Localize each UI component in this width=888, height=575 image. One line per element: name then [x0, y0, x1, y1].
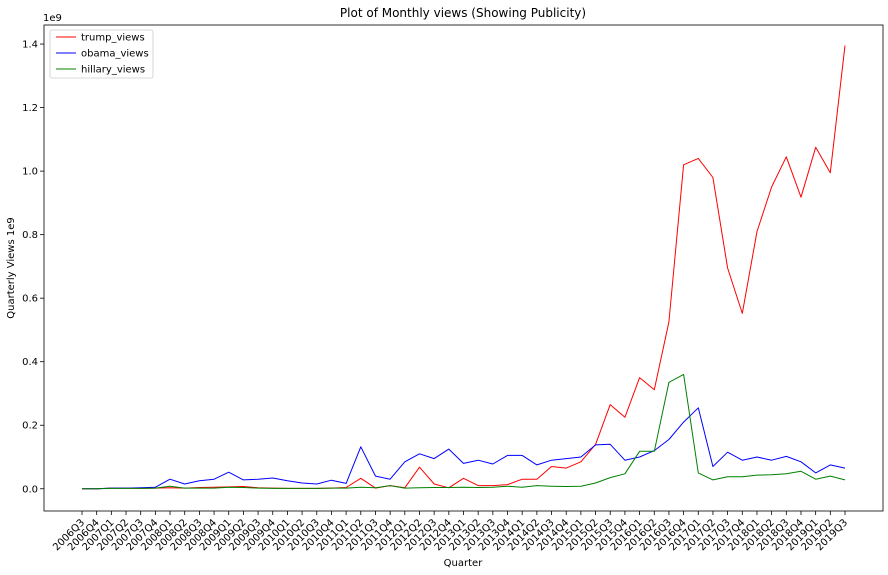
series-line-obama_views: [82, 407, 846, 490]
y-axis-label: Quarterly Views 1e9: [6, 217, 17, 319]
y-tick-label: 0.0: [22, 484, 38, 495]
y-tick-label: 0.2: [22, 421, 38, 432]
y-tick-label: 0.8: [22, 230, 38, 241]
x-axis: 2006Q32006Q42007Q12007Q22007Q32007Q42008…: [51, 511, 850, 553]
y-tick-label: 0.4: [22, 357, 38, 368]
legend: trump_views obama_views hillary_views: [49, 29, 154, 79]
y-axis: 0.0 0.2 0.4 0.6 0.8 1.0 1.2 1.4: [22, 40, 44, 495]
y-tick-label: 0.6: [22, 294, 38, 305]
y-tick-label: 1.0: [22, 167, 38, 178]
y-tick-label: 1.2: [22, 103, 38, 114]
legend-label: trump_views: [81, 33, 145, 44]
legend-label: obama_views: [81, 49, 149, 60]
y-scale-label: 1e9: [43, 13, 62, 24]
series-line-hillary_views: [82, 373, 846, 490]
x-axis-label: Quarter: [444, 558, 484, 569]
chart-title: Plot of Monthly views (Showing Publicity…: [340, 6, 586, 20]
legend-box: [49, 29, 154, 79]
series-lines: [82, 45, 846, 490]
series-line-trump_views: [82, 45, 846, 490]
legend-label: hillary_views: [81, 65, 145, 76]
y-tick-label: 1.4: [22, 40, 38, 51]
